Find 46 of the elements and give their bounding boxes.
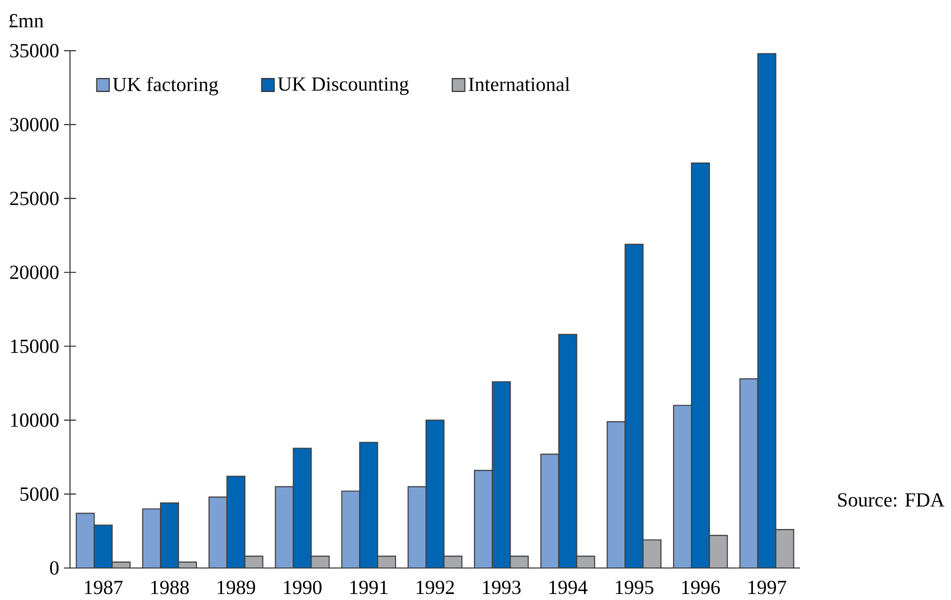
x-tick-label: 1996 xyxy=(682,580,720,594)
x-tick-label: 1989 xyxy=(218,580,256,594)
legend-label: UK factoring xyxy=(112,76,218,96)
bar xyxy=(757,53,776,568)
y-tick-label: 5000 xyxy=(20,487,59,501)
bar xyxy=(160,502,180,568)
x-tick-label: 1994 xyxy=(549,580,588,594)
bar xyxy=(408,486,427,568)
x-tick-label: 1990 xyxy=(284,580,322,594)
x-tick-label: 1995 xyxy=(616,580,654,594)
y-tick-label: 30000 xyxy=(10,118,59,132)
bar xyxy=(76,512,95,568)
bar xyxy=(274,486,294,568)
y-tick-label: 35000 xyxy=(10,44,59,58)
y-tick-label: 25000 xyxy=(10,192,59,206)
bar xyxy=(606,421,626,568)
y-tick-label: 15000 xyxy=(11,340,59,354)
legend-label: International xyxy=(468,77,570,92)
x-tick-label: 1987 xyxy=(84,580,123,594)
bar xyxy=(341,490,360,568)
bar xyxy=(292,448,312,568)
bar xyxy=(94,524,113,568)
bar xyxy=(208,496,228,568)
x-tick-label: 1992 xyxy=(416,580,454,594)
bar xyxy=(226,476,246,568)
bar xyxy=(558,334,578,568)
y-tick-label: 0 xyxy=(50,561,59,575)
y-tick-label: 10000 xyxy=(11,413,59,427)
bar xyxy=(690,162,710,568)
x-tick-label: 1993 xyxy=(483,580,521,594)
x-tick-label: 1997 xyxy=(748,580,786,594)
bar xyxy=(739,378,758,568)
y-tick-label: 20000 xyxy=(10,266,59,280)
bar xyxy=(426,420,444,568)
legend-label: UK Discounting xyxy=(278,77,409,95)
x-tick-label: 1988 xyxy=(151,580,189,594)
bar xyxy=(142,508,162,568)
bar xyxy=(624,244,644,568)
source-note: Source: FDA xyxy=(838,493,944,507)
bar xyxy=(474,470,493,568)
bar xyxy=(492,381,511,568)
bar xyxy=(673,404,692,568)
y-axis-title: £mn xyxy=(9,14,44,28)
bar xyxy=(359,442,378,568)
x-tick-label: 1991 xyxy=(350,580,388,594)
bar xyxy=(540,454,560,568)
